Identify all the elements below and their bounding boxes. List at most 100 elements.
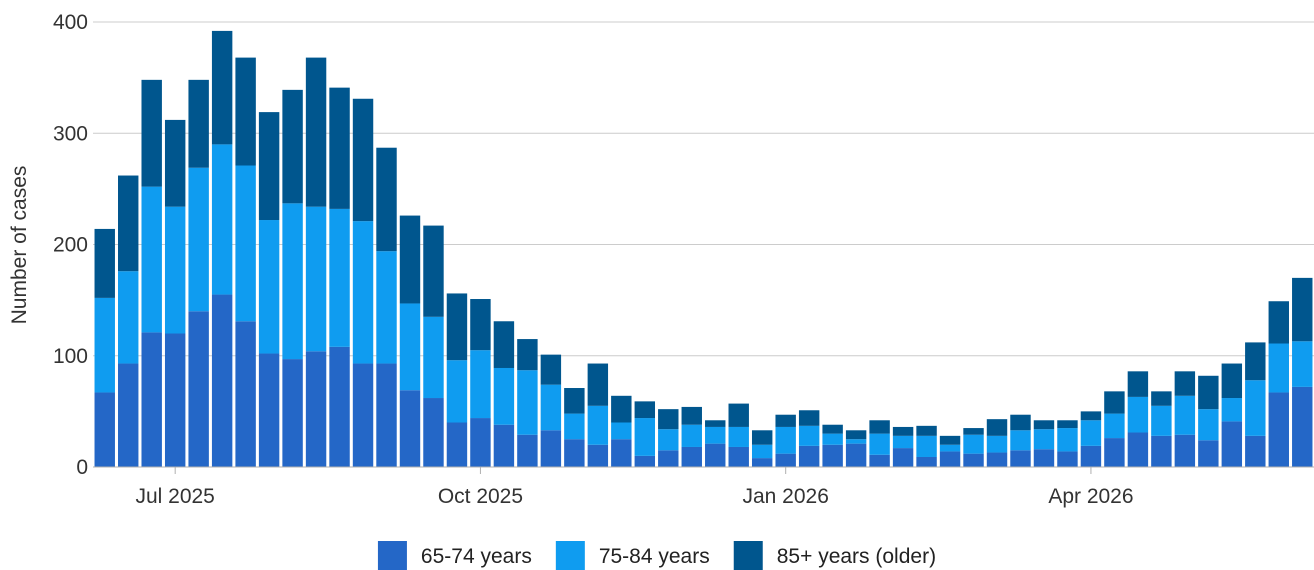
bar-segment-series-2 [329, 208, 350, 347]
bar-segment-series-2 [446, 360, 468, 423]
bar-segment-series-1 [892, 448, 914, 467]
bar-segment-series-2 [916, 435, 937, 457]
bar-segment-series-2 [611, 422, 632, 440]
bar-segment-series-1 [564, 439, 585, 467]
bar-segment-series-3 [1268, 301, 1289, 344]
bar-segment-series-2 [728, 426, 749, 447]
legend: 65-74 years 75-84 years 85+ years (older) [377, 541, 936, 570]
bar-segment-series-2 [211, 144, 233, 295]
bar-segment-series-1 [1033, 449, 1055, 467]
bar-segment-series-3 [986, 419, 1008, 436]
bar-segment-series-2 [399, 303, 421, 391]
bar-segment-series-2 [634, 418, 656, 456]
bar-segment-series-2 [564, 413, 585, 440]
bar-segment-series-1 [305, 351, 327, 467]
bar-segment-series-1 [1198, 440, 1219, 467]
bar-segment-series-3 [658, 409, 679, 430]
bar-segment-series-2 [164, 206, 186, 334]
bar-segment-series-1 [728, 446, 749, 467]
bar-segment-series-2 [822, 433, 843, 445]
bar-segment-series-3 [587, 363, 609, 406]
bar-segment-series-3 [493, 321, 515, 368]
bar-segment-series-3 [634, 401, 656, 419]
bar-segment-series-3 [1080, 411, 1102, 421]
bar-segment-series-3 [540, 354, 562, 385]
bar-segment-series-2 [1104, 413, 1125, 439]
bar-segment-series-2 [775, 426, 796, 454]
bar-segment-series-3 [705, 420, 726, 427]
bar-segment-series-1 [775, 453, 796, 467]
legend-label: 65-74 years [421, 545, 532, 568]
bar-segment-series-3 [611, 395, 632, 423]
bar-segment-series-1 [235, 321, 256, 467]
y-tick-label: 0 [76, 456, 88, 479]
bar-segment-series-1 [540, 430, 562, 467]
bar-segment-series-3 [845, 430, 867, 440]
bar-segment-series-1 [94, 392, 115, 467]
bar-segment-series-1 [705, 443, 726, 467]
bar-segment-series-2 [1080, 420, 1102, 446]
legend-swatch [555, 541, 585, 570]
bar-segment-series-1 [493, 424, 515, 467]
x-tick-label: Jan 2026 [742, 485, 828, 508]
bar-segment-series-3 [1010, 414, 1031, 431]
bar-segment-series-1 [470, 418, 491, 467]
bar-segment-series-2 [235, 165, 256, 322]
bar-segment-series-3 [399, 215, 421, 304]
bar-segment-series-1 [376, 363, 397, 467]
bar-segment-series-2 [1057, 428, 1078, 452]
bar-segment-series-3 [798, 410, 820, 426]
bar-segment-series-2 [658, 429, 679, 451]
bar-segment-series-3 [94, 228, 115, 298]
bar-segment-series-3 [564, 388, 585, 414]
legend-swatch [733, 541, 763, 570]
bar-segment-series-2 [1151, 405, 1172, 436]
x-tick-label: Oct 2025 [438, 485, 523, 508]
bar-segment-series-2 [305, 206, 327, 352]
bar-segment-series-3 [423, 225, 444, 317]
bar-segment-series-1 [1127, 432, 1149, 467]
bars [94, 30, 1313, 467]
bar-segment-series-1 [1151, 435, 1172, 467]
legend-label: 75-84 years [599, 545, 710, 568]
bar-segment-series-2 [681, 424, 702, 447]
bar-segment-series-2 [94, 297, 115, 393]
bar-segment-series-3 [118, 175, 139, 272]
bar-segment-series-2 [751, 444, 773, 459]
y-tick-label: 400 [53, 11, 88, 34]
bar-segment-series-2 [1010, 430, 1031, 451]
bar-segment-series-3 [1174, 371, 1196, 396]
x-tick-label: Jul 2025 [135, 485, 214, 508]
bar-segment-series-3 [1127, 371, 1149, 397]
bar-segment-series-1 [1221, 421, 1243, 467]
bar-segment-series-3 [446, 293, 468, 361]
bar-segment-series-2 [423, 316, 444, 399]
bar-segment-series-2 [470, 350, 491, 419]
bar-segment-series-1 [1245, 435, 1266, 467]
bar-segment-series-2 [188, 167, 209, 312]
bar-segment-series-3 [869, 420, 890, 434]
bar-segment-series-1 [822, 444, 843, 467]
bar-segment-series-2 [282, 203, 303, 360]
bar-segment-series-2 [540, 384, 562, 431]
bar-segment-series-1 [1174, 434, 1196, 467]
bar-segment-series-2 [1198, 409, 1219, 441]
bar-segment-series-3 [1245, 342, 1266, 381]
legend-label: 85+ years (older) [777, 545, 936, 568]
bar-segment-series-3 [352, 98, 374, 222]
bar-segment-series-1 [258, 353, 280, 467]
bar-segment-series-2 [1033, 429, 1055, 450]
bar-segment-series-3 [1033, 420, 1055, 430]
bar-segment-series-2 [1174, 395, 1196, 435]
axes: Number of cases 0 100 200 300 400 Jul 2025 Oct… [8, 11, 1314, 508]
bar-segment-series-1 [634, 455, 656, 467]
bar-segment-series-3 [1104, 391, 1125, 414]
bar-segment-series-3 [775, 414, 796, 427]
bar-segment-series-3 [305, 57, 327, 207]
bar-segment-series-2 [1127, 396, 1149, 433]
bar-segment-series-1 [611, 439, 632, 467]
bar-segment-series-2 [986, 435, 1008, 453]
bar-segment-series-2 [141, 186, 162, 333]
bar-segment-series-1 [399, 390, 421, 467]
bar-segment-series-1 [658, 450, 679, 467]
